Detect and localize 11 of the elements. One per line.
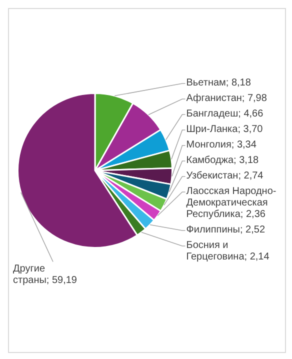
slice-label: Другие страны; 59,19 bbox=[13, 264, 78, 286]
slice-label: Шри-Ланка; 3,70 bbox=[186, 124, 264, 135]
slice-label: Бангладеш; 4,66 bbox=[186, 108, 264, 120]
slice-label: Узбекистан; 2,74 bbox=[186, 170, 264, 182]
slice-label: Лаосская Народно-Демократическая Республика; 2,36 bbox=[186, 186, 276, 220]
slice-label: Филиппины; 2,52 bbox=[186, 224, 266, 236]
slice-label: Вьетнам; 8,18 bbox=[186, 78, 252, 88]
slice-label: Босния и Герцеговина; 2,14 bbox=[186, 240, 270, 262]
slice-label: Камбоджа; 3,18 bbox=[186, 155, 260, 166]
slice-label: Монголия; 3,34 bbox=[186, 140, 257, 150]
slice-label: Афганистан; 7,98 bbox=[186, 93, 268, 104]
